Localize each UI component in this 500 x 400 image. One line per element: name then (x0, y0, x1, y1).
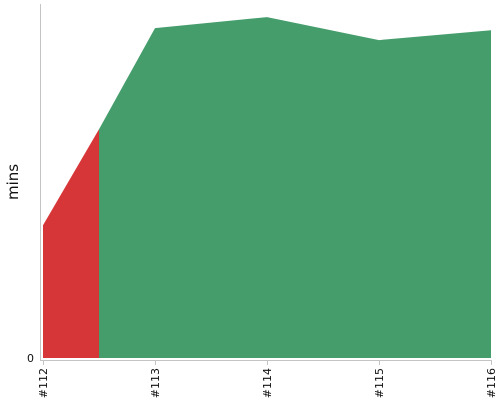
y-tick-label: 0 (27, 352, 34, 365)
y-axis-title: mins (4, 164, 22, 200)
x-axis-ticks: #112 #113 #114 #115 #116 (37, 360, 498, 398)
y-axis-ticks: 0 (27, 352, 34, 365)
x-tick-label: #116 (485, 368, 498, 398)
x-tick-label: #115 (373, 368, 386, 398)
x-tick-label: #113 (149, 368, 162, 398)
x-tick-label: #112 (37, 368, 50, 398)
series-area-1 (43, 129, 99, 358)
series-area-2 (99, 17, 491, 358)
series-areas (43, 17, 491, 358)
x-tick-label: #114 (261, 368, 274, 398)
